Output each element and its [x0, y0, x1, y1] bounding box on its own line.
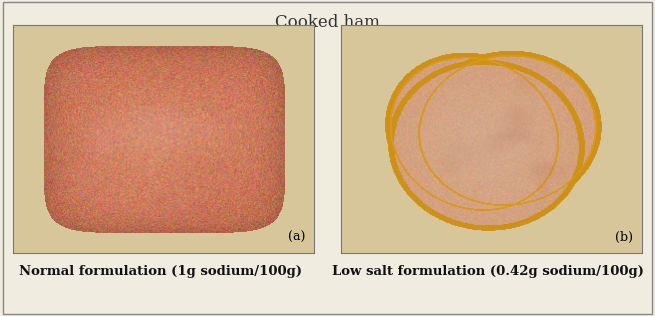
FancyBboxPatch shape: [3, 2, 652, 314]
Text: Low salt formulation (0.42g sodium/100g): Low salt formulation (0.42g sodium/100g): [332, 265, 644, 278]
Text: (a): (a): [288, 231, 305, 244]
Text: Cooked ham: Cooked ham: [275, 14, 380, 31]
Text: Normal formulation (1g sodium/100g): Normal formulation (1g sodium/100g): [19, 265, 302, 278]
Text: (b): (b): [615, 231, 633, 244]
